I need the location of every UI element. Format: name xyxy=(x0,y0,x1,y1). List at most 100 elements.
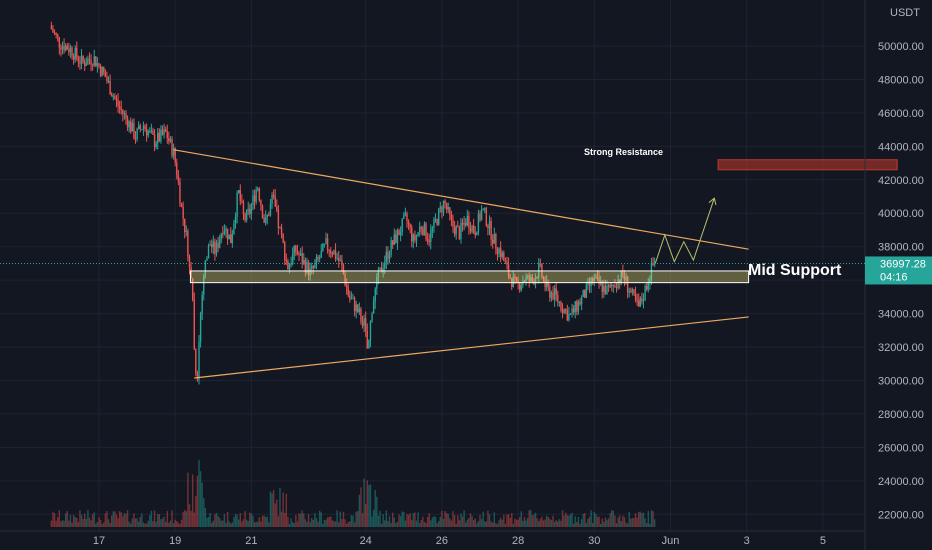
candle-body xyxy=(204,260,207,276)
volume-bar xyxy=(130,523,132,527)
candle-body xyxy=(141,129,143,131)
volume-bar xyxy=(191,474,194,527)
candle-body xyxy=(393,234,395,245)
volume-bar xyxy=(164,522,167,527)
volume-bars xyxy=(50,459,656,527)
volume-bar xyxy=(434,516,437,527)
volume-bar xyxy=(77,522,80,527)
volume-bar xyxy=(585,523,588,527)
candle-body xyxy=(506,261,508,265)
y-tick-label: 28000.00 xyxy=(878,409,924,421)
candle-body xyxy=(430,230,432,243)
x-tick-label: Jun xyxy=(662,535,680,547)
volume-bar xyxy=(582,513,584,527)
volume-bar xyxy=(407,514,410,527)
candle-body xyxy=(55,32,57,35)
candle-body xyxy=(607,286,610,288)
candle-body xyxy=(234,216,237,224)
y-tick-label: 42000.00 xyxy=(878,175,924,187)
volume-bar xyxy=(349,521,351,527)
candle-body xyxy=(563,308,565,313)
volume-bar xyxy=(79,510,81,527)
volume-bar xyxy=(633,517,635,527)
volume-bar xyxy=(334,521,337,527)
volume-bar xyxy=(450,520,453,527)
volume-bar xyxy=(447,513,449,527)
candle-body xyxy=(114,96,116,99)
volume-bar xyxy=(291,521,294,527)
volume-bar xyxy=(476,523,478,527)
candle-body xyxy=(244,214,246,221)
volume-bar xyxy=(298,513,300,527)
candle-body xyxy=(493,234,495,244)
volume-bar xyxy=(530,510,532,527)
candle-body xyxy=(509,276,511,279)
time-axis[interactable]: 17 19 21 24 26 28 30 Jun 3 5 xyxy=(0,530,865,547)
volume-bar xyxy=(101,523,103,527)
candle-body xyxy=(377,269,380,278)
volume-bar xyxy=(87,510,89,527)
volume-bar xyxy=(541,516,543,527)
candle-body xyxy=(133,123,135,138)
volume-bar xyxy=(336,510,338,527)
candle-body xyxy=(639,298,642,307)
candle-body xyxy=(614,285,616,287)
candle-body xyxy=(320,250,322,258)
candle-body xyxy=(590,277,592,286)
volume-bar xyxy=(609,513,611,527)
candle-body xyxy=(318,257,321,259)
volume-bar xyxy=(287,516,289,527)
candle-body xyxy=(545,281,548,288)
volume-bar xyxy=(115,514,118,527)
x-tick-label: 3 xyxy=(744,535,750,547)
volume-bar xyxy=(342,511,345,527)
volume-bar xyxy=(636,517,638,527)
volume-bar xyxy=(325,519,327,527)
candle-body xyxy=(406,213,408,222)
candle-body xyxy=(76,47,78,58)
candle-body xyxy=(144,125,146,129)
volume-bar xyxy=(345,523,348,527)
volume-bar xyxy=(211,522,213,527)
volume-bar xyxy=(50,520,53,527)
volume-bar xyxy=(401,511,403,527)
volume-bar xyxy=(523,517,526,527)
candle-body xyxy=(117,100,119,107)
candle-body xyxy=(531,276,534,281)
volume-bar xyxy=(353,522,356,527)
volume-bar xyxy=(69,514,72,527)
lower-trendline xyxy=(194,316,749,379)
candle-body xyxy=(291,253,294,264)
candle-body xyxy=(187,231,189,257)
volume-bar xyxy=(311,518,313,527)
volume-bar xyxy=(328,517,330,527)
candle-body xyxy=(179,181,181,204)
candle-body xyxy=(463,223,465,225)
candle-body xyxy=(415,235,418,241)
volume-bar xyxy=(312,519,315,527)
volume-bar xyxy=(147,520,149,527)
volume-bar xyxy=(492,522,494,527)
candle-body xyxy=(96,63,99,67)
volume-bar xyxy=(185,511,188,527)
volume-bar xyxy=(177,522,180,527)
volume-bar xyxy=(652,511,654,527)
volume-bar xyxy=(323,519,326,527)
candle-body xyxy=(631,289,634,293)
volume-bar xyxy=(511,512,513,527)
volume-bar xyxy=(106,510,108,527)
candle-body xyxy=(209,244,211,246)
volume-bar xyxy=(220,520,222,527)
volume-bar xyxy=(160,519,162,527)
x-tick-label: 30 xyxy=(588,535,600,547)
volume-bar xyxy=(180,519,183,527)
candle-body xyxy=(550,292,553,298)
volume-bar xyxy=(566,515,569,527)
volume-bar xyxy=(442,518,445,527)
volume-bar xyxy=(360,487,362,527)
volume-bar xyxy=(620,521,622,527)
volume-bar xyxy=(330,516,332,527)
candle-body xyxy=(466,215,468,226)
candle-body xyxy=(606,286,608,295)
